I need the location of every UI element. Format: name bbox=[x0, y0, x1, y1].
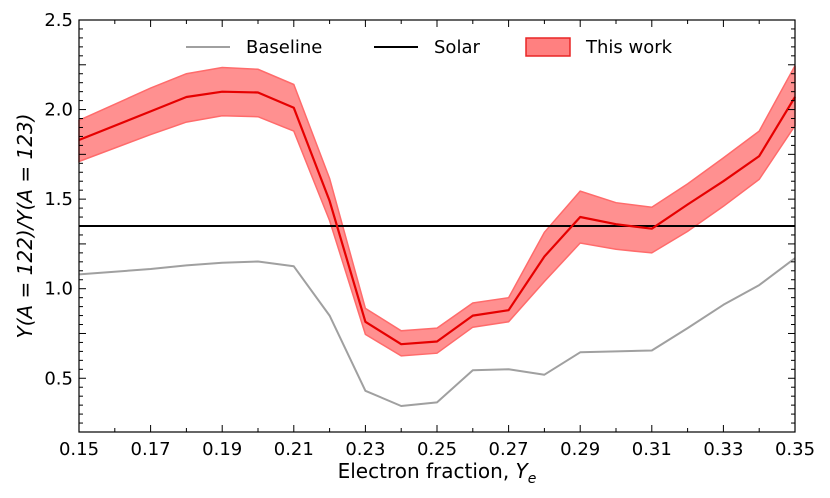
y-tick-label: 0.5 bbox=[44, 368, 73, 389]
this-work-line bbox=[78, 90, 796, 346]
series-line-layer bbox=[78, 90, 796, 407]
x-tick-label: 0.31 bbox=[632, 439, 672, 460]
x-tick-label: 0.15 bbox=[59, 439, 99, 460]
tick-layer bbox=[78, 19, 796, 432]
x-axis-label: Electron fraction, Ye bbox=[338, 459, 537, 487]
y-tick-label: 1.5 bbox=[44, 189, 73, 210]
legend-label-baseline: Baseline bbox=[246, 37, 322, 58]
plot-frame bbox=[78, 19, 796, 433]
legend-label-this-work: This work bbox=[585, 37, 673, 58]
x-tick-label: 0.35 bbox=[775, 439, 815, 460]
legend-swatch-this-work bbox=[525, 37, 571, 57]
y-tick-label: 2.5 bbox=[44, 10, 73, 31]
x-axis-label-text: Electron fraction, bbox=[338, 459, 516, 483]
x-tick-label: 0.17 bbox=[131, 439, 171, 460]
legend: Baseline Solar This work bbox=[186, 37, 673, 58]
x-tick-label: 0.33 bbox=[703, 439, 743, 460]
x-tick-label: 0.21 bbox=[274, 439, 314, 460]
x-tick-label: 0.23 bbox=[345, 439, 385, 460]
this-work-uncertainty-band bbox=[78, 65, 796, 357]
tick-label-layer: 0.15 0.17 0.19 0.21 0.23 0.25 0.27 0.29 0.31 0.33… bbox=[44, 10, 815, 460]
legend-label-solar: Solar bbox=[434, 37, 480, 58]
x-axis-label-subscript: e bbox=[528, 471, 537, 487]
x-tick-label: 0.25 bbox=[417, 439, 457, 460]
x-tick-label: 0.19 bbox=[202, 439, 242, 460]
baseline-line bbox=[78, 257, 796, 407]
y-axis-label: Y(A = 122)/Y(A = 123) bbox=[13, 113, 37, 338]
uncertainty-band-layer bbox=[78, 65, 796, 357]
y-tick-label: 1.0 bbox=[44, 279, 73, 300]
x-tick-label: 0.27 bbox=[489, 439, 529, 460]
x-axis-label-variable: Y bbox=[516, 459, 530, 483]
x-tick-label: 0.29 bbox=[560, 439, 600, 460]
y-tick-label: 2.0 bbox=[44, 100, 73, 121]
